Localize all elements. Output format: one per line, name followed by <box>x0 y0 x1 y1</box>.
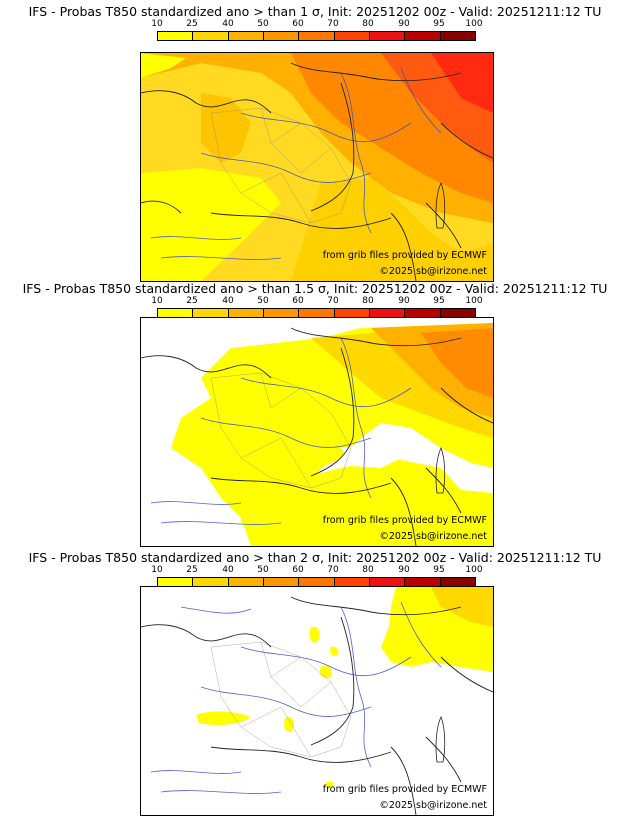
tick-label: 40 <box>222 565 234 575</box>
colorbar-segment <box>405 578 441 586</box>
map-canvas <box>141 318 493 546</box>
map-canvas <box>141 587 493 815</box>
colorbar-segment <box>193 309 229 317</box>
colorbar-segment <box>334 32 370 40</box>
colorbar-segment <box>369 309 406 317</box>
map-canvas <box>141 53 493 281</box>
colorbar-segment <box>263 309 300 317</box>
tick-label: 50 <box>257 296 269 306</box>
tick-label: 100 <box>465 296 483 306</box>
tick-label: 25 <box>186 296 198 306</box>
colorbar-segment <box>228 32 264 40</box>
panel-title: IFS - Probas T850 standardized ano > tha… <box>28 550 602 565</box>
colorbar-segment <box>334 578 370 586</box>
tick-label: 80 <box>362 565 374 575</box>
copyright-credit: ©2025 sb@irizone.net <box>379 800 487 811</box>
tick-label: 60 <box>292 296 304 306</box>
tick-label: 25 <box>186 19 198 29</box>
colorbar-segment <box>440 578 475 586</box>
colorbar-ticks: 10 25 40 50 60 70 80 90 95 100 <box>140 296 496 306</box>
copyright-credit: ©2025 sb@irizone.net <box>379 266 487 277</box>
map-panel-1: IFS - Probas T850 standardized ano > tha… <box>0 4 630 282</box>
tick-label: 70 <box>327 296 339 306</box>
colorbar-segment <box>263 32 300 40</box>
tick-label: 50 <box>257 565 269 575</box>
tick-label: 10 <box>151 296 163 306</box>
colorbar-segment <box>299 578 335 586</box>
tick-label: 90 <box>398 19 410 29</box>
colorbar-segment <box>158 309 194 317</box>
tick-label: 100 <box>465 565 483 575</box>
colorbar-segment <box>334 309 370 317</box>
colorbar-segment <box>405 32 441 40</box>
tick-label: 70 <box>327 19 339 29</box>
colorbar-segment <box>228 309 264 317</box>
panel-title: IFS - Probas T850 standardized ano > tha… <box>22 281 608 296</box>
tick-label: 50 <box>257 19 269 29</box>
tick-label: 70 <box>327 565 339 575</box>
panel-title: IFS - Probas T850 standardized ano > tha… <box>28 4 602 19</box>
map-panel-2: IFS - Probas T850 standardized ano > tha… <box>0 281 630 549</box>
colorbar-segment <box>263 578 300 586</box>
tick-label: 80 <box>362 19 374 29</box>
source-credit: from grib files provided by ECMWF <box>322 250 487 261</box>
colorbar <box>157 308 476 318</box>
colorbar-segment <box>440 32 475 40</box>
tick-label: 40 <box>222 296 234 306</box>
colorbar-segment <box>369 578 406 586</box>
colorbar-segment <box>440 309 475 317</box>
copyright-credit: ©2025 sb@irizone.net <box>379 531 487 542</box>
colorbar-segment <box>193 32 229 40</box>
probability-map: from grib files provided by ECMWF ©2025 … <box>140 52 494 282</box>
colorbar-ticks: 10 25 40 50 60 70 80 90 95 100 <box>140 565 496 575</box>
colorbar-ticks: 10 25 40 50 60 70 80 90 95 100 <box>140 19 496 29</box>
colorbar-segment <box>369 32 406 40</box>
tick-label: 25 <box>186 565 198 575</box>
colorbar-segment <box>405 309 441 317</box>
tick-label: 80 <box>362 296 374 306</box>
tick-label: 60 <box>292 19 304 29</box>
colorbar <box>157 31 476 41</box>
tick-label: 90 <box>398 565 410 575</box>
probability-map: from grib files provided by ECMWF ©2025 … <box>140 586 494 816</box>
tick-label: 10 <box>151 19 163 29</box>
colorbar-segment <box>299 309 335 317</box>
source-credit: from grib files provided by ECMWF <box>322 784 487 795</box>
colorbar-segment <box>158 32 194 40</box>
tick-label: 100 <box>465 19 483 29</box>
tick-label: 90 <box>398 296 410 306</box>
tick-label: 60 <box>292 565 304 575</box>
probability-map: from grib files provided by ECMWF ©2025 … <box>140 317 494 547</box>
colorbar-segment <box>158 578 194 586</box>
colorbar-segment <box>228 578 264 586</box>
colorbar-segment <box>299 32 335 40</box>
tick-label: 95 <box>433 565 445 575</box>
tick-label: 40 <box>222 19 234 29</box>
source-credit: from grib files provided by ECMWF <box>322 515 487 526</box>
tick-label: 95 <box>433 296 445 306</box>
tick-label: 95 <box>433 19 445 29</box>
tick-label: 10 <box>151 565 163 575</box>
colorbar-segment <box>193 578 229 586</box>
map-panel-3: IFS - Probas T850 standardized ano > tha… <box>0 550 630 820</box>
